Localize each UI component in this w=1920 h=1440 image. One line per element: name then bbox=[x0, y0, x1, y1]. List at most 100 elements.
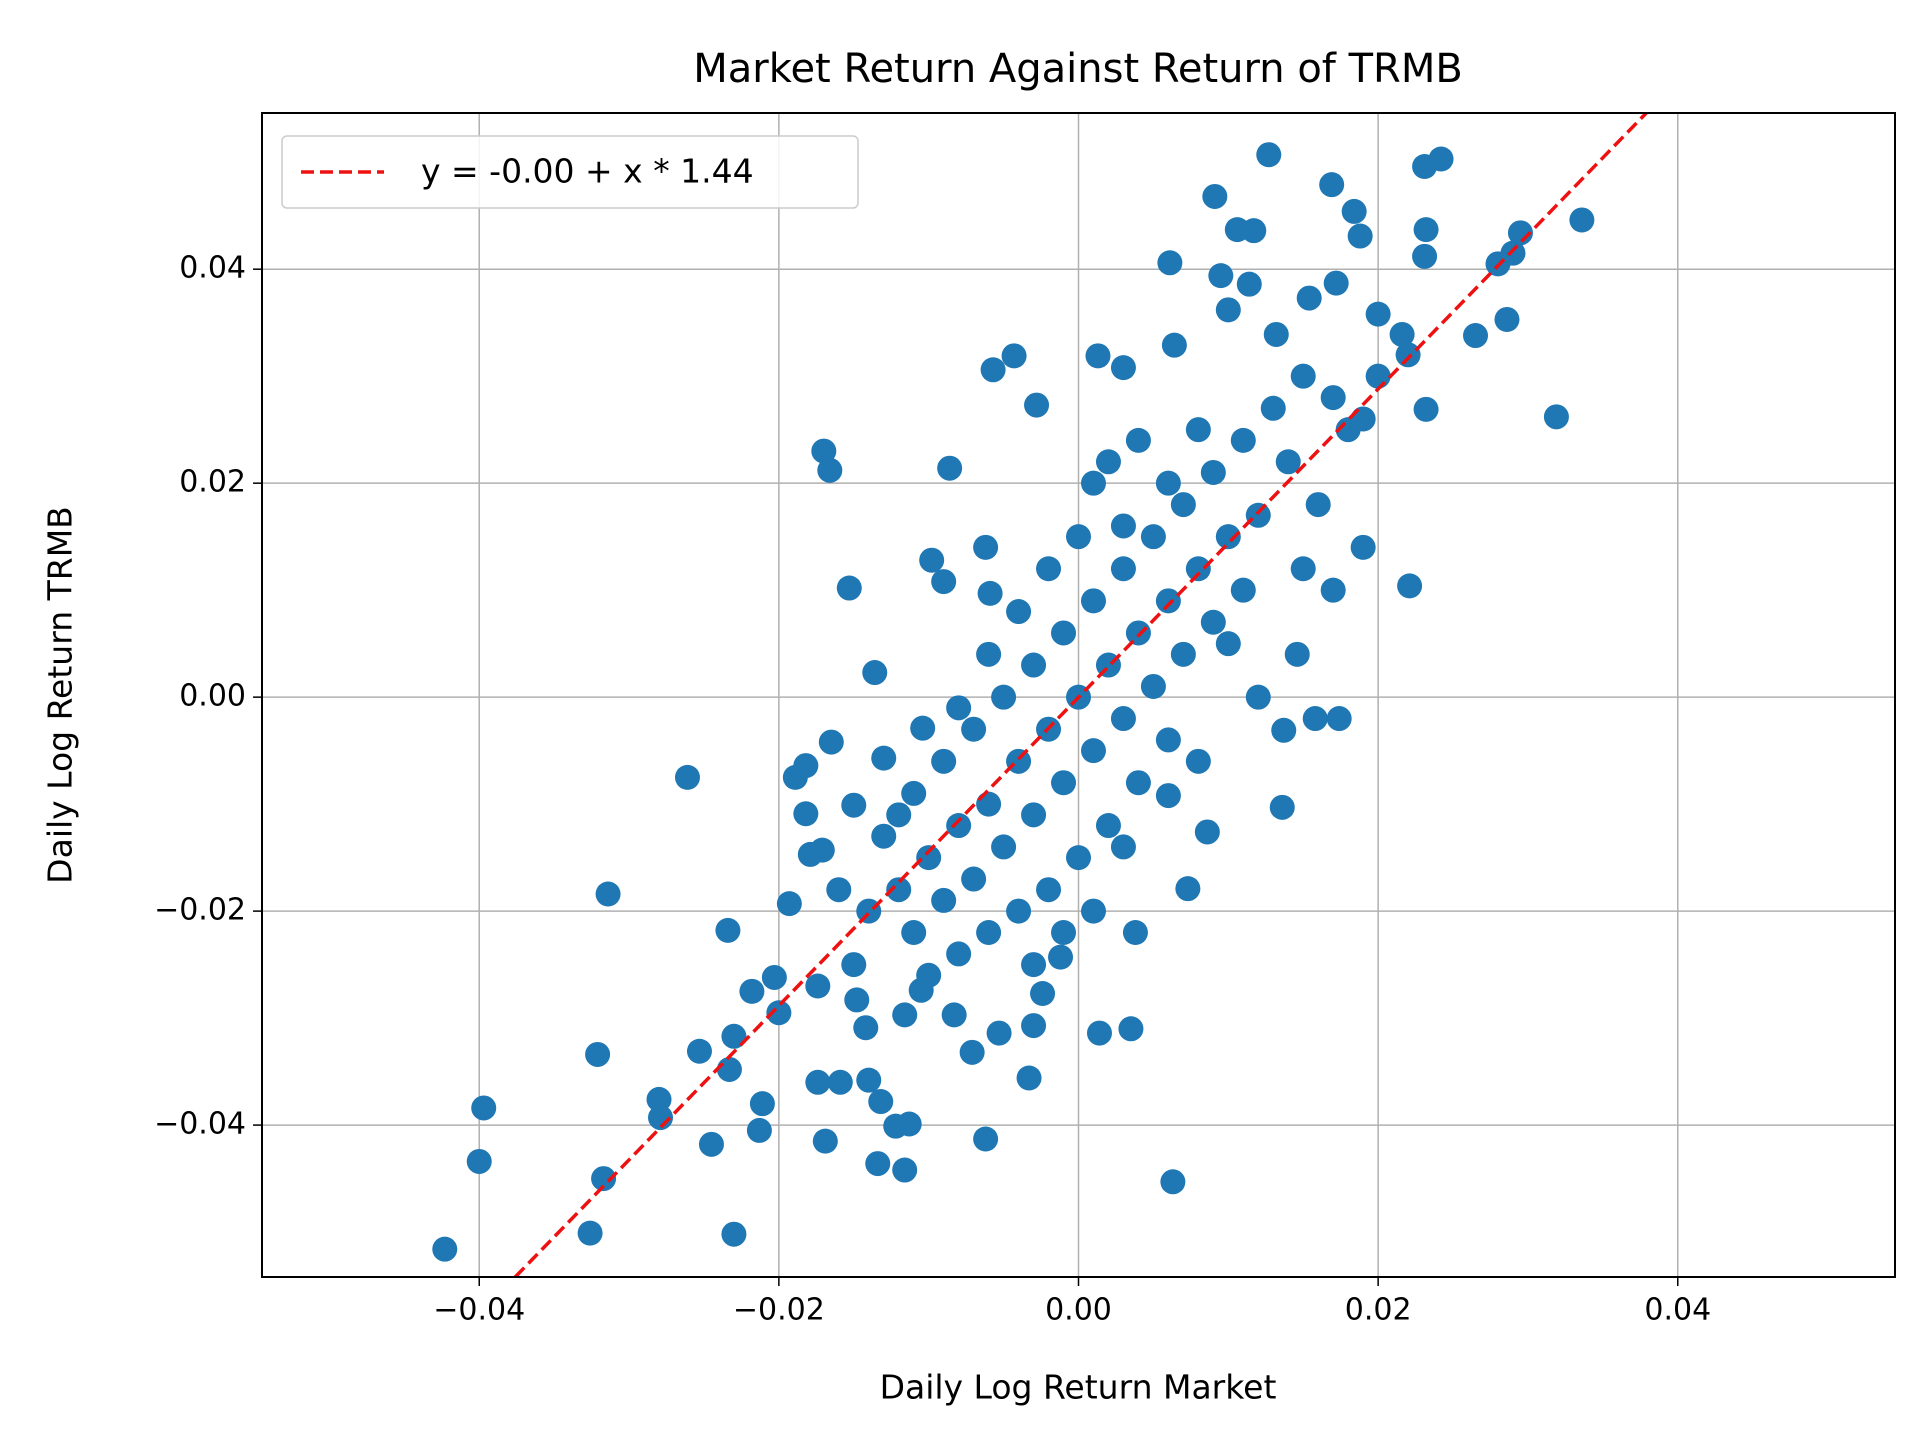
scatter-point bbox=[1215, 297, 1241, 323]
scatter-point bbox=[812, 1128, 838, 1154]
scatter-point bbox=[1350, 534, 1376, 560]
x-tick-label: −0.04 bbox=[433, 1293, 525, 1328]
scatter-point bbox=[466, 1148, 492, 1174]
scatter-point bbox=[1208, 263, 1234, 289]
scatter-point bbox=[991, 834, 1017, 860]
scatter-point bbox=[1230, 427, 1256, 453]
y-tick-label: −0.02 bbox=[154, 893, 246, 928]
scatter-point bbox=[739, 978, 765, 1004]
scatter-point bbox=[1302, 706, 1328, 732]
scatter-point bbox=[1428, 146, 1454, 172]
scatter-point bbox=[1157, 250, 1183, 276]
scatter-point bbox=[931, 569, 957, 595]
y-axis-label: Daily Log Return TRMB bbox=[41, 506, 80, 884]
scatter-point bbox=[776, 891, 802, 917]
scatter-point bbox=[827, 1069, 853, 1095]
scatter-point bbox=[1021, 652, 1047, 678]
scatter-point bbox=[961, 716, 987, 742]
chart-title: Market Return Against Return of TRMB bbox=[693, 46, 1463, 92]
scatter-point bbox=[1500, 240, 1526, 266]
scatter-point bbox=[1365, 301, 1391, 327]
scatter-point bbox=[1125, 427, 1151, 453]
scatter-point bbox=[1110, 706, 1136, 732]
scatter-point bbox=[1260, 395, 1286, 421]
scatter-point bbox=[1245, 684, 1271, 710]
scatter-point bbox=[1021, 1013, 1047, 1039]
scatter-point bbox=[1016, 1065, 1042, 1091]
scatter-point bbox=[585, 1041, 611, 1067]
y-tick-label: 0.00 bbox=[179, 679, 246, 714]
scatter-point bbox=[793, 801, 819, 827]
scatter-point bbox=[961, 866, 987, 892]
scatter-point bbox=[1397, 573, 1423, 599]
scatter-point bbox=[1241, 218, 1267, 244]
scatter-point bbox=[1215, 524, 1241, 550]
scatter-point bbox=[432, 1236, 458, 1262]
scatter-point bbox=[1412, 243, 1438, 269]
scatter-point bbox=[761, 964, 787, 990]
scatter-point bbox=[916, 962, 942, 988]
scatter-point bbox=[1021, 952, 1047, 978]
y-tick-label: 0.02 bbox=[179, 465, 246, 500]
scatter-point bbox=[1140, 524, 1166, 550]
scatter-point bbox=[901, 920, 927, 946]
scatter-point bbox=[1122, 920, 1148, 946]
scatter-point bbox=[941, 1002, 967, 1028]
scatter-point bbox=[646, 1086, 672, 1112]
scatter-point bbox=[1175, 876, 1201, 902]
scatter-point bbox=[1006, 898, 1032, 924]
scatter-point bbox=[1048, 944, 1074, 970]
scatter-point bbox=[721, 1023, 747, 1049]
scatter-point bbox=[1170, 641, 1196, 667]
scatter-point bbox=[698, 1131, 724, 1157]
scatter-point bbox=[1263, 321, 1289, 347]
scatter-point bbox=[686, 1038, 712, 1064]
scatter-point bbox=[1095, 449, 1121, 475]
scatter-point bbox=[892, 1157, 918, 1183]
scatter-point bbox=[841, 792, 867, 818]
scatter-point bbox=[1036, 556, 1062, 582]
legend-box bbox=[281, 135, 859, 209]
scatter-point bbox=[1269, 794, 1295, 820]
scatter-point bbox=[595, 881, 621, 907]
scatter-point bbox=[937, 455, 963, 481]
scatter-point bbox=[1125, 770, 1151, 796]
scatter-point bbox=[1271, 717, 1297, 743]
scatter-point bbox=[901, 780, 927, 806]
scatter-point bbox=[1320, 577, 1346, 603]
scatter-point bbox=[841, 952, 867, 978]
scatter-point bbox=[896, 1111, 922, 1137]
x-tick-label: 0.02 bbox=[1345, 1293, 1412, 1328]
scatter-point bbox=[1326, 706, 1352, 732]
scatter-point bbox=[809, 837, 835, 863]
scatter-point bbox=[916, 845, 942, 871]
scatter-point bbox=[910, 715, 936, 741]
scatter-point bbox=[1245, 502, 1271, 528]
scatter-point bbox=[721, 1221, 747, 1247]
scatter-point bbox=[648, 1105, 674, 1131]
scatter-point bbox=[868, 1089, 894, 1115]
y-tick-label: 0.04 bbox=[179, 251, 246, 286]
scatter-point bbox=[871, 745, 897, 771]
scatter-point bbox=[1236, 271, 1262, 297]
x-axis-label: Daily Log Return Market bbox=[880, 1368, 1277, 1407]
scatter-point bbox=[946, 695, 972, 721]
scatter-point bbox=[1194, 819, 1220, 845]
scatter-point bbox=[1170, 492, 1196, 518]
scatter-point bbox=[1051, 620, 1077, 646]
scatter-point bbox=[1110, 355, 1136, 381]
scatter-point bbox=[865, 1151, 891, 1177]
fit-line bbox=[513, 111, 1648, 1279]
scatter-point bbox=[1160, 1169, 1186, 1195]
scatter-point bbox=[1275, 449, 1301, 475]
scatter-point bbox=[973, 534, 999, 560]
scatter-point bbox=[1110, 513, 1136, 539]
scatter-point bbox=[976, 791, 1002, 817]
scatter-point bbox=[886, 802, 912, 828]
scatter-point bbox=[1024, 392, 1050, 418]
scatter-point bbox=[1395, 342, 1421, 368]
scatter-point bbox=[1323, 270, 1349, 296]
scatter-point bbox=[892, 1002, 918, 1028]
scatter-point bbox=[1155, 588, 1181, 614]
scatter-point bbox=[1200, 459, 1226, 485]
